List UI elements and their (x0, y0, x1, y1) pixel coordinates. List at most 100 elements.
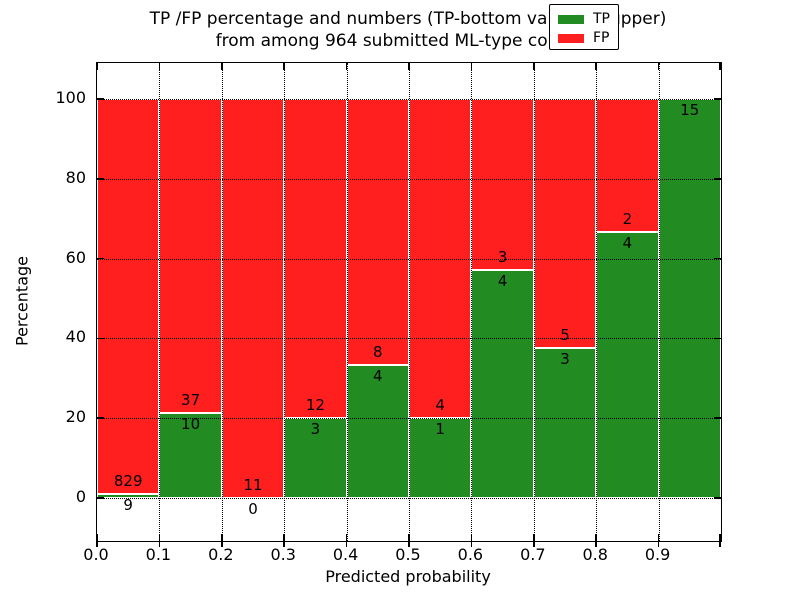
fp-legend-label: FP (593, 30, 610, 46)
tp-count-label: 9 (123, 495, 133, 514)
x-tick-label: 0.1 (145, 545, 172, 564)
y-tick-mark (714, 98, 721, 100)
x-tick-mark (657, 541, 660, 547)
chart-title-line2: from among 964 submitted ML-type contact… (215, 31, 601, 51)
x-tick-mark (345, 534, 348, 541)
y-tick-mark (714, 417, 721, 419)
x-tick-mark (221, 541, 223, 547)
tp-bar-segment (97, 493, 160, 498)
x-tick-label: 0.9 (644, 545, 671, 564)
x-tick-mark (283, 541, 285, 547)
x-tick-mark (533, 534, 535, 541)
x-tick-label: 0.4 (332, 545, 359, 564)
vertical-gridline (658, 63, 660, 541)
tp-legend-swatch (558, 15, 584, 24)
x-tick-mark (158, 63, 161, 70)
x-tick-mark (719, 63, 721, 70)
tp-count-label: 4 (497, 272, 508, 290)
tp-bar-segment (596, 232, 659, 498)
y-tick-label: 60 (65, 247, 86, 267)
tp-count-label: 0 (248, 500, 258, 518)
x-tick-mark (408, 534, 410, 541)
tp-count-label: 4 (373, 367, 383, 385)
x-tick-label: 0.3 (270, 545, 296, 564)
tp-bar-segment (471, 270, 534, 498)
fp-count-label: 2 (622, 209, 633, 228)
x-tick-mark (657, 534, 660, 541)
fp-bar-segment (596, 99, 659, 232)
y-tick-mark (97, 257, 104, 260)
fp-bar-segment (159, 99, 222, 414)
fp-count-label: 11 (243, 476, 263, 494)
plot-area: 829 9 37 10 11 0 12 3 8 4 4 1 3 4 5 3 2 4 15 (96, 62, 722, 547)
vertical-gridline (159, 63, 161, 541)
fp-count-label: 12 (305, 396, 325, 415)
x-tick-mark (283, 534, 285, 541)
y-tick-mark (97, 337, 104, 340)
x-tick-label: 0.8 (582, 545, 608, 564)
vertical-gridline (596, 63, 598, 541)
x-tick-mark (533, 541, 535, 547)
y-tick-label: 40 (65, 327, 86, 347)
x-tick-mark (657, 63, 660, 70)
y-tick-mark (714, 178, 721, 180)
x-tick-mark (470, 541, 473, 547)
tp-bar-segment (409, 418, 472, 498)
tp-legend-label: TP (593, 11, 610, 27)
tp-bar-segment (658, 99, 721, 498)
x-tick-mark (96, 63, 98, 70)
vertical-gridline (284, 63, 286, 541)
fp-bar-segment (471, 99, 534, 271)
y-tick-mark (97, 497, 104, 499)
y-tick-label: 100 (55, 88, 86, 107)
x-tick-label: 0.5 (395, 545, 421, 564)
x-tick-label: 0.7 (520, 545, 546, 564)
x-tick-mark (283, 63, 285, 70)
y-tick-mark (714, 497, 721, 499)
fp-count-label: 829 (113, 471, 143, 490)
chart-title-line1: TP /FP percentage and numbers (TP-bottom… (149, 9, 667, 29)
x-tick-mark (595, 541, 597, 547)
x-tick-mark (595, 63, 597, 70)
vertical-gridline (471, 63, 473, 541)
x-tick-mark (719, 534, 721, 541)
x-tick-label: 0.0 (83, 545, 109, 564)
fp-bar-segment (346, 99, 409, 366)
y-tick-mark (97, 178, 104, 180)
x-tick-mark (470, 63, 473, 70)
x-tick-mark (158, 541, 161, 547)
y-tick-mark (714, 337, 721, 340)
fp-count-label: 4 (435, 396, 445, 415)
y-tick-mark (714, 257, 721, 260)
tp-count-label: 3 (560, 350, 570, 369)
tp-bar-segment (533, 348, 597, 498)
x-tick-mark (345, 63, 348, 70)
tp-count-label: 1 (435, 420, 445, 439)
x-axis-label: Predicted probability (325, 567, 491, 586)
y-tick-mark (97, 98, 104, 100)
tp-count-label: 10 (181, 415, 201, 434)
tp-count-label: 4 (622, 233, 633, 252)
y-tick-label: 20 (65, 407, 86, 427)
x-tick-mark (408, 541, 410, 547)
tp-count-label: 3 (310, 420, 321, 439)
x-tick-mark (158, 534, 161, 541)
fp-legend-swatch (558, 34, 584, 43)
legend-row-fp: FP (550, 30, 618, 46)
tp-bar-segment (159, 413, 222, 498)
vertical-gridline (346, 63, 348, 541)
x-tick-mark (719, 541, 721, 547)
x-tick-label: 0.6 (457, 545, 484, 564)
fp-count-label: 37 (181, 391, 201, 410)
legend: TP FP (549, 4, 619, 50)
x-tick-mark (96, 534, 98, 541)
x-tick-mark (595, 534, 597, 541)
y-tick-label: 80 (65, 167, 86, 187)
fp-bar-segment (533, 99, 597, 349)
vertical-gridline (409, 63, 410, 541)
x-tick-mark (345, 541, 348, 547)
fp-bar-segment (97, 99, 160, 494)
vertical-gridline (533, 63, 535, 541)
x-tick-mark (470, 534, 473, 541)
